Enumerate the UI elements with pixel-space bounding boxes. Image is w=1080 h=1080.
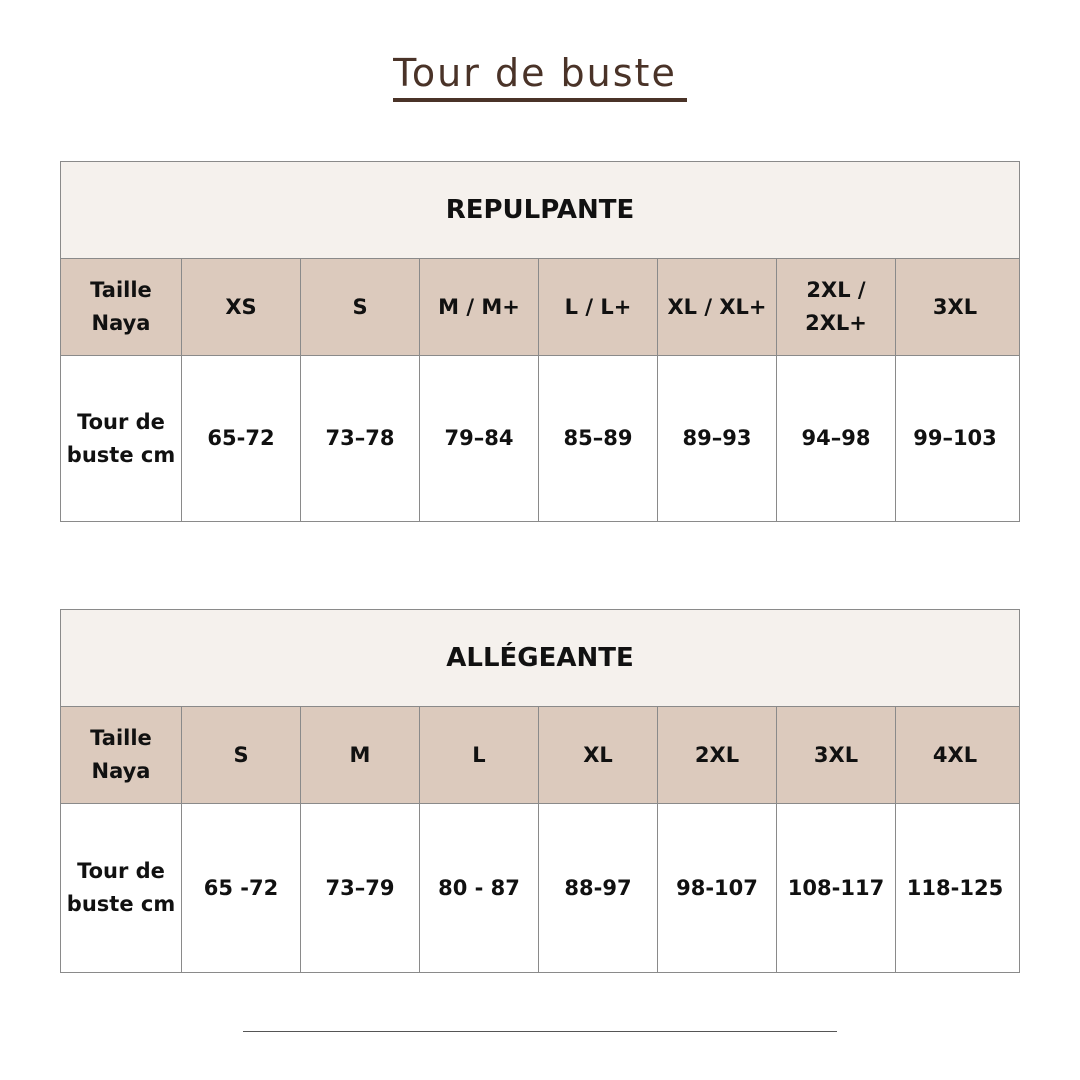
page-title: Tour de buste	[0, 50, 1080, 102]
size-cell: S	[181, 707, 300, 803]
size-cell: 2XL / 2XL+	[776, 259, 895, 355]
table-title: REPULPANTE	[61, 162, 1019, 258]
table-title: ALLÉGEANTE	[61, 610, 1019, 706]
size-cell: XL / XL+	[657, 259, 776, 355]
header-row: Taille Naya S M L XL 2XL 3XL 4XL	[61, 706, 1019, 803]
measurement-cell: 118-125	[895, 804, 1014, 972]
measurement-cell: 73–79	[300, 804, 419, 972]
size-cell: XL	[538, 707, 657, 803]
row-label-cell: Tour de buste cm	[66, 859, 176, 916]
size-cell: S	[300, 259, 419, 355]
size-cell: M	[300, 707, 419, 803]
size-cell: 3XL	[776, 707, 895, 803]
size-cell: 3XL	[895, 259, 1014, 355]
measurement-cell: 80 - 87	[419, 804, 538, 972]
measurement-cell: 98-107	[657, 804, 776, 972]
size-cell: L	[419, 707, 538, 803]
row-label-cell: Taille Naya	[90, 726, 152, 783]
row-label-cell: Tour de buste cm	[66, 409, 176, 467]
measurement-cell: 94–98	[776, 356, 895, 521]
row-label-cell: Taille Naya	[90, 278, 152, 335]
data-row: Tour de buste cm 65-72 73–78 79–84 85–89 89–9…	[61, 355, 1019, 521]
measurement-cell: 89–93	[657, 356, 776, 521]
size-cell: L / L+	[538, 259, 657, 355]
measurement-cell: 65 -72	[181, 804, 300, 972]
measurement-cell: 88-97	[538, 804, 657, 972]
divider	[243, 1031, 837, 1032]
measurement-cell: 99–103	[895, 356, 1014, 521]
data-row: Tour de buste cm 65 -72 73–79 80 - 87 88-97 9…	[61, 803, 1019, 972]
measurement-cell: 108-117	[776, 804, 895, 972]
size-table-allegeante: ALLÉGEANTE Taille Naya S M L XL 2XL 3XL 4XL Tour …	[60, 609, 1020, 973]
header-row: Taille Naya XS S M / M+ L / L+ XL / XL+ 2XL / …	[61, 258, 1019, 355]
measurement-cell: 79–84	[419, 356, 538, 521]
measurement-cell: 73–78	[300, 356, 419, 521]
measurement-cell: 85–89	[538, 356, 657, 521]
size-cell: 2XL	[657, 707, 776, 803]
size-table-repulpante: REPULPANTE Taille Naya XS S M / M+ L / L+ XL /…	[60, 161, 1020, 522]
measurement-cell: 65-72	[181, 356, 300, 521]
size-cell: XS	[181, 259, 300, 355]
size-cell: 4XL	[895, 707, 1014, 803]
size-cell: M / M+	[419, 259, 538, 355]
